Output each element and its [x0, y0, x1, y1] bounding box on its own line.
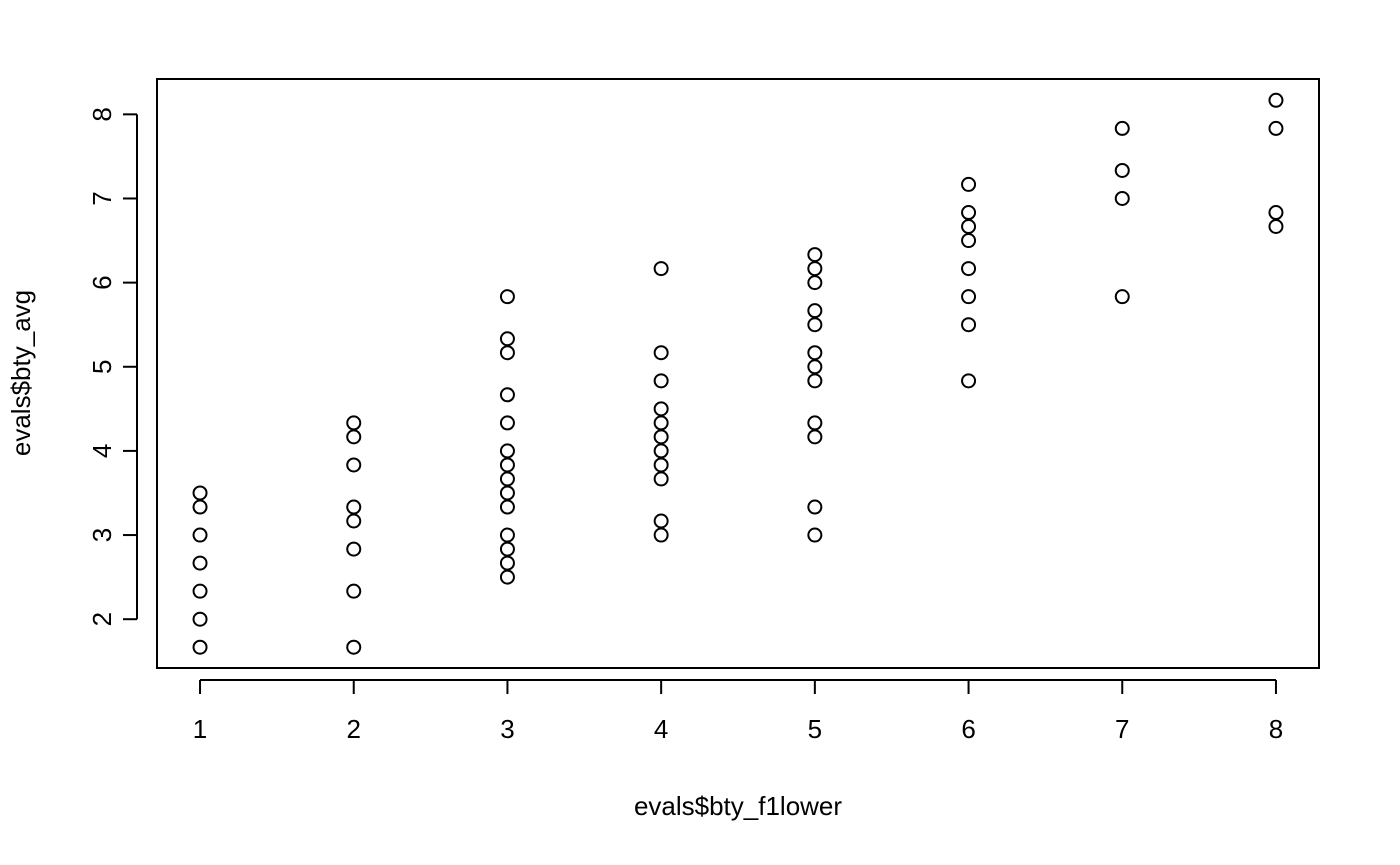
data-point [192, 499, 208, 515]
data-point [499, 527, 515, 543]
data-point [192, 611, 208, 627]
data-point [807, 275, 823, 291]
data-point [499, 443, 515, 459]
y-axis-label: evals$bty_avg [6, 290, 36, 456]
data-point [1114, 289, 1130, 305]
data-point [499, 555, 515, 571]
data-point [653, 261, 669, 277]
x-tick-label: 1 [193, 714, 207, 744]
data-point [807, 303, 823, 319]
data-point [961, 317, 977, 333]
data-point [653, 401, 669, 417]
data-point [1268, 120, 1284, 136]
x-tick-label: 7 [1115, 714, 1129, 744]
data-point [346, 541, 362, 557]
data-point [807, 373, 823, 389]
plot-frame [156, 78, 1320, 669]
data-point [192, 639, 208, 655]
data-point [499, 471, 515, 487]
x-tick-label: 4 [654, 714, 668, 744]
y-tick-label: 5 [87, 360, 117, 374]
y-axis: 2 3 4 5 6 7 8 [87, 107, 138, 626]
data-point [961, 373, 977, 389]
y-tick-label: 6 [87, 275, 117, 289]
x-axis: 1 2 3 4 5 6 7 8 [193, 679, 1283, 744]
data-point [499, 499, 515, 515]
data-point [653, 513, 669, 529]
data-point [499, 569, 515, 585]
data-point [1268, 92, 1284, 108]
data-point [346, 429, 362, 445]
x-tick-label: 5 [808, 714, 822, 744]
y-tick-label: 2 [87, 612, 117, 626]
data-point [807, 527, 823, 543]
data-point [807, 359, 823, 375]
data-point [346, 513, 362, 529]
data-point [961, 289, 977, 305]
data-point [653, 471, 669, 487]
data-point [499, 387, 515, 403]
data-point [653, 345, 669, 361]
data-point [961, 176, 977, 192]
data-point [1114, 190, 1130, 206]
data-point [499, 485, 515, 501]
data-point [499, 345, 515, 361]
data-point [807, 345, 823, 361]
x-axis-label: evals$bty_f1lower [634, 791, 842, 821]
data-point [192, 527, 208, 543]
data-point [653, 443, 669, 459]
data-point [192, 485, 208, 501]
y-tick-label: 7 [87, 191, 117, 205]
data-point [807, 317, 823, 333]
data-point [346, 639, 362, 655]
x-tick-label: 6 [961, 714, 975, 744]
data-point [346, 583, 362, 599]
data-point [499, 289, 515, 305]
x-tick-label: 8 [1269, 714, 1283, 744]
data-point [1114, 162, 1130, 178]
y-tick-label: 4 [87, 444, 117, 458]
data-point [807, 499, 823, 515]
data-point [192, 555, 208, 571]
data-point [961, 219, 977, 235]
data-point [653, 429, 669, 445]
data-point [499, 415, 515, 431]
data-point [192, 583, 208, 599]
y-tick-label: 3 [87, 528, 117, 542]
data-point [961, 261, 977, 277]
data-point [807, 261, 823, 277]
x-tick-label: 2 [347, 714, 361, 744]
data-points [192, 92, 1284, 655]
data-point [653, 373, 669, 389]
y-tick-label: 8 [87, 107, 117, 121]
x-tick-label: 3 [500, 714, 514, 744]
data-point [346, 457, 362, 473]
data-point [807, 429, 823, 445]
data-point [1268, 219, 1284, 235]
data-point [1114, 120, 1130, 136]
data-point [653, 527, 669, 543]
data-point [961, 233, 977, 249]
